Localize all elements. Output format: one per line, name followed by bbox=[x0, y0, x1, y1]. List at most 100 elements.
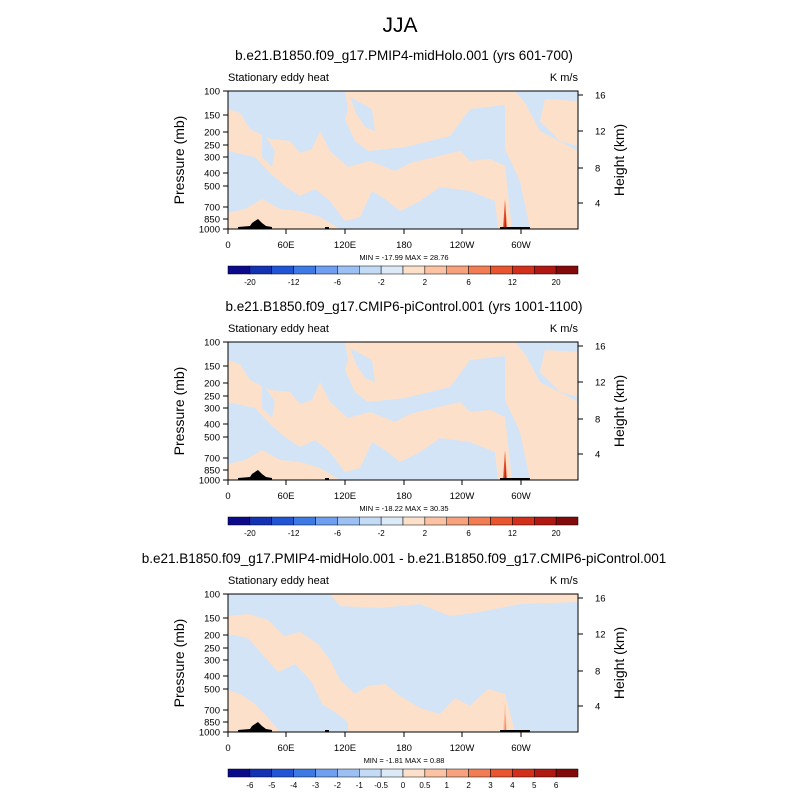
panel-field-label: Stationary eddy heat bbox=[228, 323, 329, 335]
colorbar-label: 6 bbox=[466, 278, 471, 287]
colorbar-swatch bbox=[534, 265, 557, 275]
colorbar-swatch bbox=[468, 265, 491, 275]
y-tick-label: 700 bbox=[204, 706, 220, 717]
y-tick-label: 500 bbox=[204, 685, 220, 696]
colorbar-label: 2 bbox=[423, 529, 428, 538]
colorbar-label: 6 bbox=[466, 529, 471, 538]
y-tick-label: 850 bbox=[204, 466, 220, 477]
colorbar-label: 6 bbox=[554, 781, 559, 790]
y-tick-label: 250 bbox=[204, 392, 220, 403]
y-tick-label: 250 bbox=[204, 644, 220, 655]
y2-axis-label: Height (km) bbox=[611, 627, 627, 699]
colorbar-swatch bbox=[468, 768, 491, 778]
y-tick-label: 1000 bbox=[199, 728, 220, 739]
x-tick-label: 60W bbox=[511, 491, 531, 502]
x-tick-label: 60E bbox=[278, 491, 295, 502]
colorbar-label: -6 bbox=[246, 781, 254, 790]
panel-field-label: Stationary eddy heat bbox=[228, 575, 329, 587]
topography-pacific bbox=[325, 730, 329, 732]
topography-americas bbox=[500, 478, 530, 480]
colorbar-swatch bbox=[249, 768, 272, 778]
topography-asia bbox=[238, 722, 272, 732]
x-tick-label: 120W bbox=[450, 743, 475, 754]
topography-asia bbox=[238, 219, 272, 229]
colorbar-label: 4 bbox=[510, 781, 515, 790]
field-negative-region bbox=[228, 594, 578, 732]
y-axis-label: Pressure (mb) bbox=[171, 619, 187, 708]
colorbar-label: -6 bbox=[334, 529, 342, 538]
y-tick-label: 100 bbox=[204, 590, 220, 601]
y-tick-label: 400 bbox=[204, 672, 220, 683]
y-tick-label: 700 bbox=[204, 203, 220, 214]
y-tick-label: 100 bbox=[204, 338, 220, 349]
colorbar-swatch bbox=[446, 516, 469, 526]
colorbar-swatch bbox=[227, 265, 251, 275]
field-negative-region bbox=[228, 342, 578, 480]
colorbar-swatch bbox=[227, 768, 251, 778]
y-tick-label: 100 bbox=[204, 87, 220, 98]
field-negative-region bbox=[350, 97, 375, 131]
field-negative-region bbox=[262, 131, 275, 167]
colorbar-swatch bbox=[446, 768, 469, 778]
y2-tick-label: 12 bbox=[595, 630, 606, 641]
field-negative-region bbox=[262, 382, 275, 418]
topography-pacific bbox=[325, 227, 329, 229]
x-tick-label: 180 bbox=[396, 240, 412, 251]
colorbar-swatch bbox=[555, 516, 579, 526]
colorbar-swatch bbox=[337, 516, 360, 526]
colorbar-swatch bbox=[512, 516, 535, 526]
surface-jet-core bbox=[504, 462, 506, 480]
y-tick-label: 700 bbox=[204, 454, 220, 465]
colorbar-label: -4 bbox=[290, 781, 298, 790]
y-tick-label: 200 bbox=[204, 128, 220, 139]
colorbar-swatch bbox=[490, 516, 513, 526]
y2-tick-label: 4 bbox=[595, 702, 600, 713]
y-axis-label: Pressure (mb) bbox=[171, 116, 187, 205]
x-tick-label: 120E bbox=[334, 491, 356, 502]
plot-frame bbox=[227, 593, 579, 733]
y-tick-label: 500 bbox=[204, 433, 220, 444]
topography-americas bbox=[500, 730, 530, 732]
colorbar-swatch bbox=[468, 516, 491, 526]
y-tick-label: 300 bbox=[204, 404, 220, 415]
colorbar-label: 12 bbox=[508, 529, 517, 538]
panel-field-label: Stationary eddy heat bbox=[228, 72, 329, 84]
y2-tick-label: 16 bbox=[595, 342, 606, 353]
x-tick-label: 120W bbox=[450, 240, 475, 251]
panel-2: b.e21.B1850.f09_g17.CMIP6-piControl.001 … bbox=[171, 299, 627, 538]
colorbar-swatch bbox=[359, 516, 382, 526]
colorbar-label: -2 bbox=[378, 529, 386, 538]
colorbar-label: -1 bbox=[356, 781, 364, 790]
colorbar-swatch bbox=[315, 516, 338, 526]
y-axis-label: Pressure (mb) bbox=[171, 367, 187, 456]
min-max-label: MIN = -18.22 MAX = 30.35 bbox=[359, 504, 448, 513]
colorbar-label: -20 bbox=[244, 529, 256, 538]
colorbar-swatch bbox=[534, 768, 557, 778]
y-tick-label: 200 bbox=[204, 379, 220, 390]
colorbar-swatch bbox=[337, 265, 360, 275]
colorbar-swatch bbox=[424, 768, 447, 778]
panel-units: K m/s bbox=[550, 575, 579, 587]
colorbar-swatch bbox=[227, 516, 251, 526]
colorbar-swatch bbox=[380, 516, 404, 526]
min-max-label: MIN = -17.99 MAX = 28.76 bbox=[359, 253, 448, 262]
colorbar-swatch bbox=[490, 768, 513, 778]
y-tick-label: 850 bbox=[204, 718, 220, 729]
colorbar-swatch bbox=[249, 265, 272, 275]
field-negative-region bbox=[228, 402, 498, 480]
topography-asia bbox=[238, 470, 272, 480]
panel-title: b.e21.B1850.f09_g17.PMIP4-midHolo.001 - … bbox=[142, 551, 667, 566]
colorbar-swatch bbox=[402, 516, 426, 526]
y-tick-label: 150 bbox=[204, 614, 220, 625]
colorbar-swatch bbox=[446, 265, 469, 275]
field-negative-region bbox=[395, 624, 505, 662]
panel-1: b.e21.B1850.f09_g17.PMIP4-midHolo.001 (y… bbox=[171, 48, 627, 287]
y2-tick-label: 8 bbox=[595, 415, 600, 426]
x-tick-label: 60W bbox=[511, 240, 531, 251]
x-tick-label: 0 bbox=[225, 240, 230, 251]
panel-units: K m/s bbox=[550, 323, 579, 335]
colorbar-label: 1 bbox=[445, 781, 450, 790]
y2-tick-label: 16 bbox=[595, 594, 606, 605]
y-tick-label: 300 bbox=[204, 153, 220, 164]
